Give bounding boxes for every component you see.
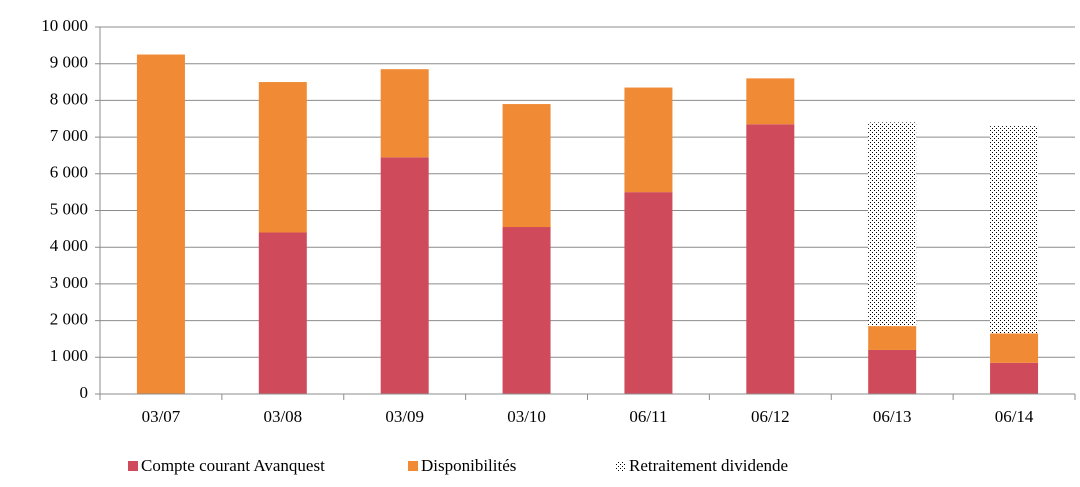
y-tick-label: 5 000 bbox=[50, 199, 88, 218]
y-tick-label: 3 000 bbox=[50, 273, 88, 292]
x-tick-label: 06/12 bbox=[751, 407, 790, 426]
bar-segment bbox=[380, 69, 429, 158]
y-tick-label: 1 000 bbox=[50, 346, 88, 365]
legend-label: Disponibilités bbox=[421, 456, 516, 475]
y-tick-label: 2 000 bbox=[50, 310, 88, 329]
bar-segment bbox=[868, 122, 917, 327]
bar-segment bbox=[868, 326, 917, 350]
y-tick-label: 7 000 bbox=[50, 126, 88, 145]
legend-label: Retraitement dividende bbox=[629, 456, 788, 475]
bar-segment bbox=[258, 232, 307, 394]
bar-segment bbox=[990, 126, 1039, 334]
bar-segment bbox=[746, 124, 795, 394]
legend-swatch bbox=[616, 461, 626, 471]
x-tick-label: 03/07 bbox=[142, 407, 181, 426]
y-tick-label: 0 bbox=[80, 383, 89, 402]
y-tick-label: 4 000 bbox=[50, 236, 88, 255]
x-tick-label: 03/10 bbox=[507, 407, 546, 426]
x-tick-label: 06/14 bbox=[995, 407, 1034, 426]
x-tick-label: 03/08 bbox=[263, 407, 302, 426]
legend-swatch bbox=[408, 461, 418, 471]
y-tick-label: 8 000 bbox=[50, 89, 88, 108]
x-tick-label: 06/13 bbox=[873, 407, 912, 426]
bar-segment bbox=[624, 87, 673, 193]
bar-segment bbox=[990, 362, 1039, 394]
x-tick-label: 03/09 bbox=[385, 407, 424, 426]
bar-segment bbox=[746, 78, 795, 125]
y-tick-label: 9 000 bbox=[50, 53, 88, 72]
legend-swatch bbox=[128, 461, 138, 471]
bar-segment bbox=[990, 333, 1039, 363]
bar-segment bbox=[380, 157, 429, 394]
bar-segment bbox=[258, 82, 307, 233]
bar-segment bbox=[136, 54, 185, 395]
legend-label: Compte courant Avanquest bbox=[141, 456, 325, 475]
x-tick-label: 06/11 bbox=[629, 407, 667, 426]
bar-segment bbox=[502, 104, 551, 228]
y-tick-label: 10 000 bbox=[41, 16, 88, 35]
bar-segment bbox=[502, 227, 551, 394]
y-tick-label: 6 000 bbox=[50, 163, 88, 182]
bar-segment bbox=[624, 192, 673, 394]
bar-segment bbox=[868, 349, 917, 394]
